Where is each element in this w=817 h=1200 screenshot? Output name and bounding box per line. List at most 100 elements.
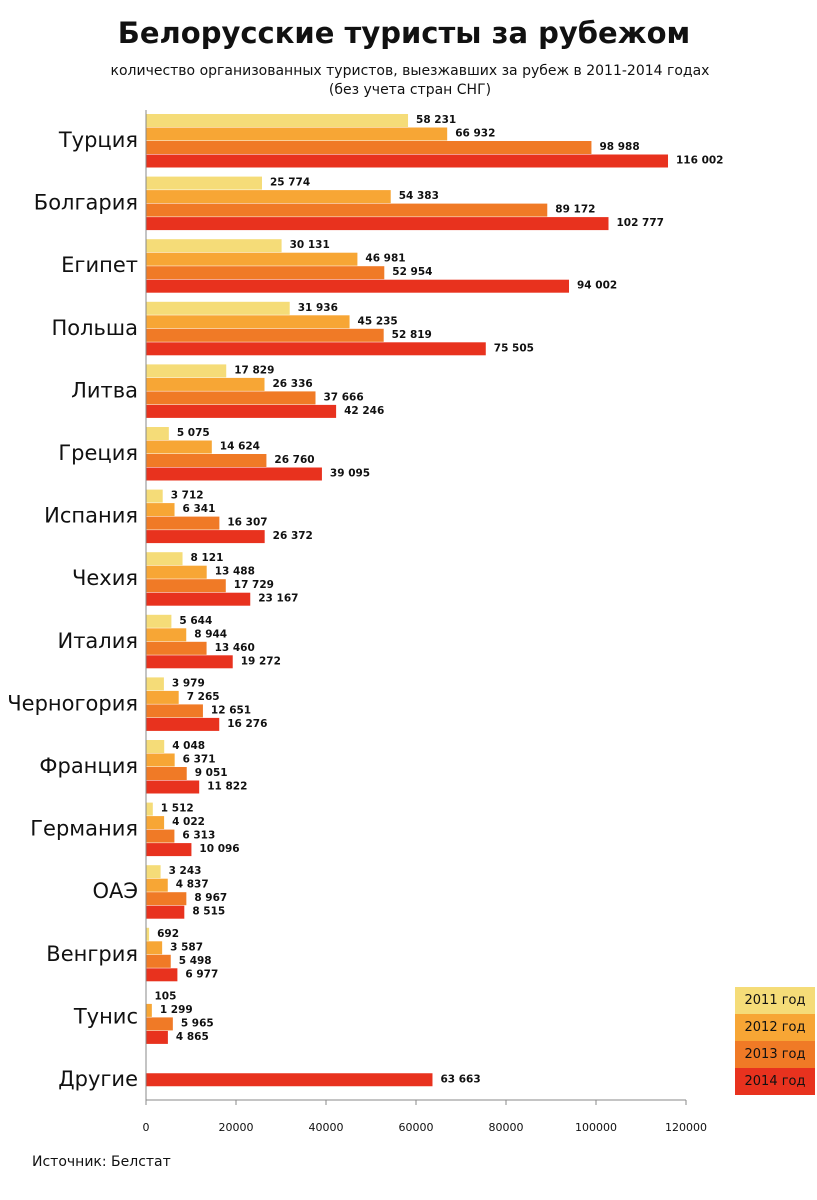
bar <box>146 614 172 628</box>
value-label: 16 276 <box>227 718 267 730</box>
value-label: 3 587 <box>170 941 203 953</box>
bar <box>146 954 171 968</box>
value-label: 17 829 <box>234 364 274 376</box>
value-label: 94 002 <box>577 280 617 292</box>
value-label: 5 075 <box>177 427 210 439</box>
category-label: Греция <box>58 441 138 465</box>
value-label: 17 729 <box>234 579 274 591</box>
bar <box>146 377 265 391</box>
value-label: 89 172 <box>555 204 595 216</box>
value-label: 4 022 <box>172 816 205 828</box>
category-label: Черногория <box>7 691 138 715</box>
value-label: 39 095 <box>330 468 370 480</box>
value-label: 4 048 <box>172 740 205 752</box>
value-label: 8 515 <box>192 906 225 918</box>
category-label: ОАЭ <box>92 879 138 903</box>
value-label: 8 967 <box>194 892 227 904</box>
bar <box>146 1003 152 1017</box>
bar <box>146 927 150 941</box>
legend-swatch <box>735 1014 815 1041</box>
bar <box>146 1073 433 1087</box>
value-label: 10 096 <box>199 843 239 855</box>
bar <box>146 740 165 753</box>
bar <box>146 154 669 168</box>
category-label: Литва <box>71 378 138 402</box>
bar <box>146 843 192 857</box>
value-label: 16 307 <box>227 517 267 529</box>
bar <box>146 1017 173 1031</box>
bar <box>146 364 227 378</box>
value-label: 26 372 <box>273 530 313 542</box>
value-label: 5 644 <box>179 615 212 627</box>
bar <box>146 704 203 718</box>
category-label: Германия <box>30 817 138 841</box>
value-label: 52 819 <box>392 329 432 341</box>
value-label: 12 651 <box>211 704 251 716</box>
value-label: 6 977 <box>185 968 218 980</box>
x-tick-label: 40000 <box>309 1121 344 1134</box>
category-label: Испания <box>44 504 138 528</box>
category-label: Италия <box>57 629 138 653</box>
bar <box>146 530 265 544</box>
bar <box>146 203 548 217</box>
value-label: 5 498 <box>179 955 212 967</box>
bar <box>146 717 220 731</box>
x-tick-label: 80000 <box>489 1121 524 1134</box>
bar <box>146 816 165 830</box>
value-label: 14 624 <box>220 441 260 453</box>
x-tick-label: 100000 <box>575 1121 617 1134</box>
value-label: 3 712 <box>171 490 204 502</box>
bar <box>146 677 164 691</box>
value-label: 26 336 <box>273 378 313 390</box>
value-label: 26 760 <box>274 454 314 466</box>
bar <box>146 503 175 517</box>
value-label: 11 822 <box>207 781 247 793</box>
x-tick-label: 60000 <box>399 1121 434 1134</box>
bar <box>146 516 220 530</box>
bar <box>146 266 385 280</box>
category-label: Польша <box>51 316 138 340</box>
value-label: 19 272 <box>241 655 281 667</box>
value-label: 98 988 <box>599 141 639 153</box>
value-label: 52 954 <box>392 266 432 278</box>
bar <box>146 279 570 293</box>
bar <box>146 628 187 642</box>
value-label: 6 341 <box>183 503 216 515</box>
legend-swatch <box>735 987 815 1014</box>
legend-label: 2011 год <box>745 993 806 1008</box>
value-label: 5 965 <box>181 1017 214 1029</box>
value-label: 66 932 <box>455 128 495 140</box>
bar <box>146 829 175 843</box>
bar <box>146 641 207 655</box>
bar <box>146 552 183 566</box>
bar <box>146 780 200 794</box>
bar <box>146 440 212 454</box>
bar <box>146 404 337 418</box>
bar <box>146 892 187 906</box>
bar <box>146 467 322 481</box>
category-label: Чехия <box>72 566 138 590</box>
category-label: Венгрия <box>46 942 138 966</box>
value-label: 8 121 <box>191 552 224 564</box>
bar <box>146 328 384 342</box>
legend-label: 2012 год <box>745 1020 806 1035</box>
x-tick-label: 0 <box>143 1121 150 1134</box>
value-label: 692 <box>157 928 179 940</box>
bar <box>146 239 282 253</box>
value-label: 9 051 <box>195 767 228 779</box>
value-label: 25 774 <box>270 177 310 189</box>
value-label: 13 488 <box>215 566 255 578</box>
bar <box>146 753 175 767</box>
bar <box>146 301 290 315</box>
bar <box>146 489 163 503</box>
legend-swatch <box>735 1068 815 1095</box>
value-label: 54 383 <box>399 190 439 202</box>
value-label: 102 777 <box>616 217 664 229</box>
x-tick-label: 20000 <box>219 1121 254 1134</box>
value-label: 6 371 <box>183 754 216 766</box>
value-label: 42 246 <box>344 405 384 417</box>
bar <box>146 391 316 405</box>
bar <box>146 252 358 266</box>
value-label: 6 313 <box>182 830 215 842</box>
